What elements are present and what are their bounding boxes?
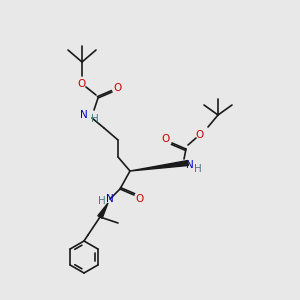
Text: O: O [162,134,170,144]
Text: H: H [91,114,99,124]
Text: N: N [186,160,194,170]
Text: O: O [136,194,144,204]
Text: O: O [114,83,122,93]
Text: H: H [194,164,202,174]
Polygon shape [98,203,108,218]
Text: N: N [106,194,114,204]
Polygon shape [130,160,188,171]
Text: O: O [78,79,86,89]
Text: O: O [196,130,204,140]
Text: N: N [80,110,88,120]
Text: H: H [98,196,106,206]
